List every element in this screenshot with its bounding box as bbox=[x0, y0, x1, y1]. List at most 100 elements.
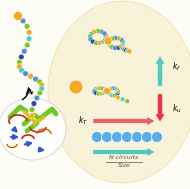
Circle shape bbox=[15, 13, 21, 19]
Circle shape bbox=[109, 45, 115, 50]
Circle shape bbox=[113, 46, 118, 50]
Circle shape bbox=[20, 18, 26, 24]
Circle shape bbox=[92, 88, 97, 93]
Circle shape bbox=[116, 89, 120, 94]
Circle shape bbox=[39, 82, 44, 88]
Circle shape bbox=[39, 86, 44, 91]
Circle shape bbox=[120, 97, 125, 101]
Circle shape bbox=[107, 43, 112, 48]
Circle shape bbox=[92, 29, 97, 34]
Circle shape bbox=[103, 34, 108, 39]
Circle shape bbox=[120, 39, 125, 44]
Circle shape bbox=[107, 40, 112, 46]
Circle shape bbox=[121, 132, 132, 143]
Circle shape bbox=[107, 90, 111, 95]
FancyArrow shape bbox=[93, 147, 155, 156]
Circle shape bbox=[122, 47, 127, 52]
Circle shape bbox=[21, 48, 27, 54]
Circle shape bbox=[94, 91, 98, 95]
Circle shape bbox=[131, 132, 142, 143]
Circle shape bbox=[69, 80, 83, 94]
Circle shape bbox=[23, 71, 28, 76]
Circle shape bbox=[103, 88, 107, 92]
Circle shape bbox=[125, 99, 130, 103]
Circle shape bbox=[19, 54, 24, 60]
Circle shape bbox=[110, 93, 114, 98]
FancyArrow shape bbox=[155, 94, 165, 122]
Circle shape bbox=[114, 92, 119, 97]
Circle shape bbox=[127, 49, 132, 54]
Circle shape bbox=[104, 37, 112, 45]
Circle shape bbox=[98, 40, 103, 45]
Circle shape bbox=[99, 86, 103, 91]
Circle shape bbox=[37, 90, 43, 96]
Circle shape bbox=[28, 74, 33, 79]
Circle shape bbox=[26, 30, 32, 35]
Circle shape bbox=[110, 86, 115, 91]
Circle shape bbox=[108, 92, 112, 97]
Text: N circuits: N circuits bbox=[109, 155, 139, 160]
Circle shape bbox=[102, 31, 107, 36]
Circle shape bbox=[37, 79, 42, 85]
Circle shape bbox=[92, 90, 97, 94]
Circle shape bbox=[125, 48, 130, 53]
Circle shape bbox=[116, 95, 120, 100]
Circle shape bbox=[120, 46, 126, 51]
Text: $k_f$: $k_f$ bbox=[26, 85, 35, 98]
Circle shape bbox=[101, 91, 106, 95]
Circle shape bbox=[101, 132, 112, 143]
Circle shape bbox=[103, 36, 108, 42]
Circle shape bbox=[112, 93, 117, 98]
Circle shape bbox=[101, 39, 106, 44]
Circle shape bbox=[29, 113, 35, 119]
Circle shape bbox=[103, 89, 107, 94]
Circle shape bbox=[26, 36, 32, 42]
Circle shape bbox=[17, 64, 22, 69]
Ellipse shape bbox=[0, 98, 66, 160]
Text: $k_T$: $k_T$ bbox=[78, 115, 88, 127]
Circle shape bbox=[113, 86, 117, 91]
Circle shape bbox=[124, 48, 129, 53]
Circle shape bbox=[102, 31, 107, 36]
Circle shape bbox=[31, 101, 37, 106]
Circle shape bbox=[90, 39, 95, 44]
Circle shape bbox=[88, 34, 93, 39]
Circle shape bbox=[33, 76, 38, 82]
Circle shape bbox=[107, 90, 111, 95]
Text: Size: Size bbox=[118, 163, 131, 168]
Circle shape bbox=[34, 95, 40, 101]
Circle shape bbox=[105, 39, 111, 43]
Circle shape bbox=[109, 36, 115, 41]
Text: $k_f$: $k_f$ bbox=[172, 61, 181, 73]
Circle shape bbox=[105, 89, 109, 93]
Circle shape bbox=[151, 132, 162, 143]
Circle shape bbox=[96, 86, 100, 91]
Circle shape bbox=[95, 29, 100, 33]
Circle shape bbox=[119, 37, 124, 42]
Circle shape bbox=[94, 40, 99, 45]
FancyArrow shape bbox=[155, 56, 165, 86]
Circle shape bbox=[107, 40, 112, 46]
Circle shape bbox=[96, 91, 101, 96]
Circle shape bbox=[115, 87, 119, 92]
Circle shape bbox=[89, 31, 94, 36]
Text: $k_u$: $k_u$ bbox=[172, 103, 182, 115]
Circle shape bbox=[116, 36, 121, 41]
Circle shape bbox=[101, 87, 106, 91]
Circle shape bbox=[116, 91, 120, 95]
Circle shape bbox=[113, 36, 118, 40]
Circle shape bbox=[112, 132, 123, 143]
Circle shape bbox=[103, 88, 107, 92]
Circle shape bbox=[19, 68, 24, 73]
Circle shape bbox=[25, 42, 30, 48]
Circle shape bbox=[116, 45, 121, 50]
Circle shape bbox=[29, 107, 35, 112]
Ellipse shape bbox=[48, 1, 190, 183]
FancyArrow shape bbox=[93, 116, 155, 125]
Circle shape bbox=[99, 29, 104, 34]
Circle shape bbox=[142, 132, 153, 143]
Circle shape bbox=[17, 59, 22, 65]
Circle shape bbox=[107, 88, 111, 93]
Circle shape bbox=[119, 44, 124, 49]
Circle shape bbox=[120, 42, 125, 47]
